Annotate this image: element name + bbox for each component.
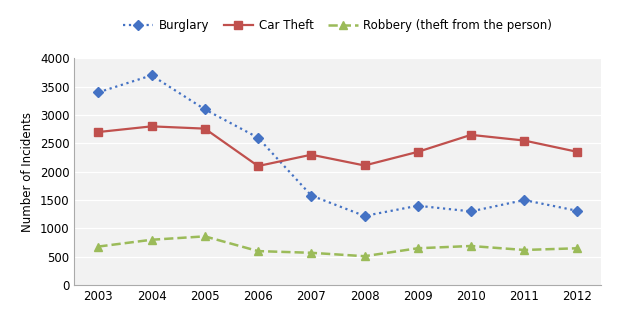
Burglary [574,209,581,213]
Burglary [95,90,102,94]
Car Theft [467,133,475,137]
Burglary [254,136,262,140]
Car Theft [201,127,208,131]
Burglary [201,108,208,111]
Line: Burglary: Burglary [94,72,582,220]
Robbery (theft from the person) [201,235,208,238]
Car Theft [95,130,102,134]
Car Theft [414,150,422,154]
Line: Car Theft: Car Theft [94,122,582,170]
Robbery (theft from the person) [574,246,581,250]
Car Theft [148,124,155,128]
Line: Robbery (theft from the person): Robbery (theft from the person) [94,233,582,260]
Car Theft [308,153,315,156]
Car Theft [574,150,581,154]
Robbery (theft from the person) [308,251,315,255]
Burglary [521,198,528,202]
Burglary [308,193,315,197]
Car Theft [521,139,528,143]
Car Theft [361,164,368,168]
Robbery (theft from the person) [521,248,528,252]
Burglary [361,214,368,218]
Robbery (theft from the person) [95,245,102,249]
Burglary [414,204,422,208]
Robbery (theft from the person) [467,244,475,248]
Y-axis label: Number of Incidents: Number of Incidents [21,112,34,232]
Burglary [467,210,475,214]
Robbery (theft from the person) [414,246,422,250]
Robbery (theft from the person) [148,238,155,242]
Robbery (theft from the person) [361,254,368,258]
Burglary [148,74,155,77]
Legend: Burglary, Car Theft, Robbery (theft from the person): Burglary, Car Theft, Robbery (theft from… [119,14,557,37]
Robbery (theft from the person) [254,249,262,253]
Car Theft [254,164,262,168]
